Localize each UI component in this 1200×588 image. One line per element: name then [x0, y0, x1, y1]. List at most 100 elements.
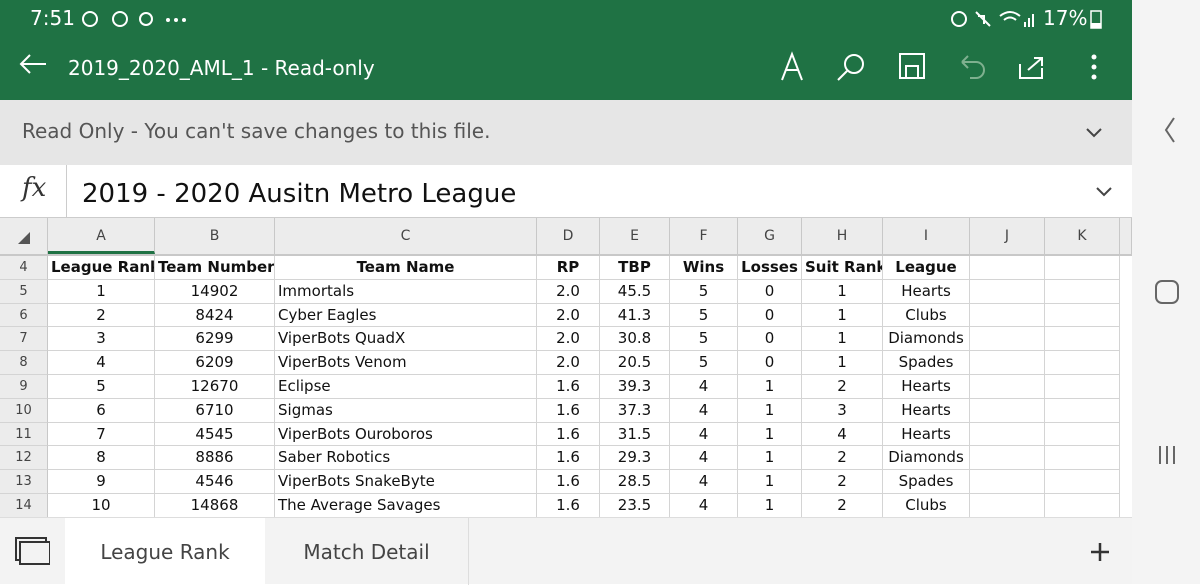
cell[interactable]: 0 [738, 279, 802, 304]
cell[interactable]: Hearts [883, 422, 970, 447]
cell[interactable] [1045, 327, 1120, 352]
cell[interactable]: ViperBots SnakeByte [275, 470, 537, 494]
cell[interactable] [1045, 398, 1120, 423]
cell[interactable]: 2 [802, 470, 883, 494]
cell[interactable]: 20.5 [600, 351, 670, 375]
cell[interactable] [970, 422, 1045, 447]
cell[interactable]: 1.6 [537, 422, 600, 447]
cell[interactable]: 14902 [155, 279, 275, 304]
cell[interactable]: Sigmas [275, 398, 537, 423]
cell[interactable]: 1 [802, 351, 883, 375]
sheet-tab[interactable]: League Rank [100, 540, 230, 564]
cell[interactable]: 2.0 [537, 279, 600, 304]
cell[interactable]: 1.6 [537, 375, 600, 399]
cell[interactable] [970, 256, 1045, 280]
cell[interactable]: 2.0 [537, 303, 600, 328]
cell[interactable] [970, 327, 1045, 352]
cell[interactable]: 7 [48, 422, 155, 447]
cell[interactable]: 2 [48, 303, 155, 328]
cell[interactable]: 12670 [155, 375, 275, 399]
cell[interactable]: 1.6 [537, 398, 600, 423]
cell[interactable] [1045, 351, 1120, 375]
cell[interactable]: Diamonds [883, 446, 970, 471]
cell[interactable]: 41.3 [600, 303, 670, 328]
cell[interactable]: Clubs [883, 303, 970, 328]
cell[interactable]: Saber Robotics [275, 446, 537, 471]
cell[interactable]: 30.8 [600, 327, 670, 352]
sheet-tab[interactable]: Match Detail [303, 540, 430, 564]
cell[interactable]: 4 [670, 375, 738, 399]
cell[interactable] [1045, 446, 1120, 471]
cell[interactable]: Hearts [883, 279, 970, 304]
cell[interactable] [1045, 303, 1120, 328]
cell[interactable]: 4 [670, 398, 738, 423]
cell[interactable]: 4 [670, 470, 738, 494]
cell[interactable]: 1 [738, 398, 802, 423]
cell[interactable]: 8 [48, 446, 155, 471]
cell[interactable]: Eclipse [275, 375, 537, 399]
cell[interactable]: 37.3 [600, 398, 670, 423]
cell[interactable]: ViperBots Ouroboros [275, 422, 537, 447]
cell[interactable] [970, 279, 1045, 304]
cell[interactable]: 5 [670, 351, 738, 375]
cell[interactable]: Cyber Eagles [275, 303, 537, 328]
cell[interactable]: 1 [738, 422, 802, 447]
banner-expand[interactable] [1084, 126, 1104, 140]
cell[interactable] [970, 398, 1045, 423]
cell[interactable]: 2 [802, 494, 883, 518]
cell[interactable]: 4545 [155, 422, 275, 447]
cell[interactable]: Spades [883, 351, 970, 375]
cell[interactable]: 23.5 [600, 494, 670, 518]
cell[interactable]: 39.3 [600, 375, 670, 399]
cell[interactable]: 1 [738, 446, 802, 471]
cell[interactable]: 1 [802, 279, 883, 304]
cell[interactable]: 0 [738, 351, 802, 375]
cell[interactable]: 4 [802, 422, 883, 447]
cell[interactable]: 1.6 [537, 446, 600, 471]
cell[interactable]: Team Name [275, 256, 537, 280]
cell[interactable] [1045, 494, 1120, 518]
cell[interactable]: ViperBots Venom [275, 351, 537, 375]
cell[interactable]: 6299 [155, 327, 275, 352]
cell[interactable]: Hearts [883, 398, 970, 423]
sheets-button[interactable] [14, 536, 50, 566]
formula-text[interactable]: 2019 - 2020 Ausitn Metro League [82, 179, 517, 209]
cell[interactable]: 0 [738, 303, 802, 328]
cell[interactable]: 29.3 [600, 446, 670, 471]
cell[interactable]: 1.6 [537, 470, 600, 494]
cell[interactable]: 2 [802, 375, 883, 399]
cell[interactable]: Wins [670, 256, 738, 280]
nav-icons[interactable] [1132, 0, 1200, 584]
cell[interactable]: Team Number [155, 256, 275, 280]
cell[interactable]: 31.5 [600, 422, 670, 447]
cell[interactable]: 1.6 [537, 494, 600, 518]
cell[interactable] [1045, 422, 1120, 447]
cell[interactable]: 8886 [155, 446, 275, 471]
back-button[interactable] [18, 52, 48, 76]
cell[interactable]: 1 [738, 494, 802, 518]
cell[interactable]: 5 [670, 303, 738, 328]
tab-active[interactable] [65, 518, 265, 585]
cell[interactable]: 1 [48, 279, 155, 304]
toolbar-icons[interactable] [776, 50, 1116, 84]
cell[interactable]: 10 [48, 494, 155, 518]
cell[interactable] [1045, 470, 1120, 494]
cell[interactable]: 2.0 [537, 327, 600, 352]
cell[interactable]: ViperBots QuadX [275, 327, 537, 352]
cell[interactable] [970, 470, 1045, 494]
cell[interactable] [970, 351, 1045, 375]
cell[interactable] [1045, 375, 1120, 399]
cell[interactable]: TBP [600, 256, 670, 280]
cell[interactable]: 5 [670, 279, 738, 304]
cell[interactable] [970, 375, 1045, 399]
cell[interactable]: 4546 [155, 470, 275, 494]
cell[interactable]: 6209 [155, 351, 275, 375]
cell[interactable]: RP [537, 256, 600, 280]
cell[interactable] [970, 446, 1045, 471]
cell[interactable]: 5 [670, 327, 738, 352]
cell[interactable]: Hearts [883, 375, 970, 399]
cell[interactable] [970, 494, 1045, 518]
cell[interactable]: 3 [802, 398, 883, 423]
cell[interactable] [970, 303, 1045, 328]
cell[interactable]: League Rank [48, 256, 155, 280]
